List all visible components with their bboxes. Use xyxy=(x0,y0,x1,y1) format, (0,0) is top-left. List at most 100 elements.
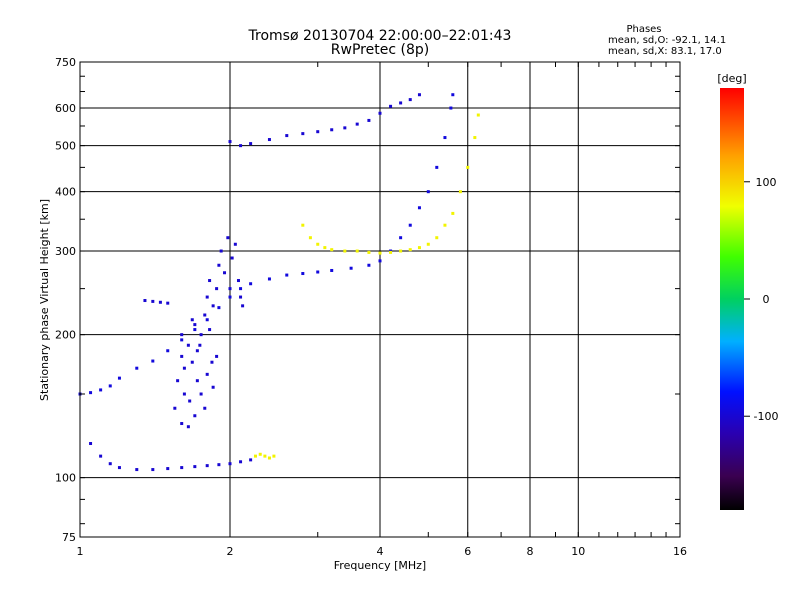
data-point xyxy=(176,379,180,383)
data-point xyxy=(443,223,447,227)
legend-stat-x: mean, sd,X: 83.1, 17.0 xyxy=(608,46,722,57)
legend-heading: Phases xyxy=(626,24,661,35)
y-tick-label: 500 xyxy=(55,140,76,153)
data-point xyxy=(151,359,155,363)
series-o-mode-low-trace xyxy=(89,442,253,472)
data-point xyxy=(173,406,177,410)
data-point xyxy=(301,223,305,227)
data-point xyxy=(223,271,227,275)
data-point xyxy=(389,250,393,254)
data-point xyxy=(239,287,243,291)
data-point xyxy=(301,272,305,276)
data-point xyxy=(108,384,112,388)
data-point xyxy=(166,467,170,471)
data-point xyxy=(249,282,253,286)
series-x-mode-trace xyxy=(301,113,480,255)
data-point xyxy=(449,106,453,110)
data-point xyxy=(89,442,93,446)
data-point xyxy=(211,385,215,389)
data-point xyxy=(195,349,199,353)
data-point xyxy=(408,98,412,102)
data-point xyxy=(180,338,184,342)
data-point xyxy=(258,452,262,456)
y-tick-label: 300 xyxy=(55,245,76,258)
data-point xyxy=(272,454,276,458)
data-point xyxy=(399,236,403,240)
data-point xyxy=(108,462,112,466)
data-point xyxy=(217,306,221,310)
data-point xyxy=(166,349,170,353)
data-point xyxy=(355,249,359,253)
x-tick-label: 16 xyxy=(673,545,687,558)
data-point xyxy=(180,422,184,426)
data-point xyxy=(451,93,455,97)
data-point xyxy=(198,343,202,347)
data-point xyxy=(205,295,209,299)
data-point xyxy=(476,113,480,117)
data-point xyxy=(308,236,312,240)
data-point xyxy=(285,273,289,277)
data-point xyxy=(151,299,155,303)
data-point xyxy=(190,360,194,364)
data-point xyxy=(267,456,271,460)
y-tick-label: 200 xyxy=(55,329,76,342)
x-tick-label: 4 xyxy=(377,545,384,558)
data-point xyxy=(451,211,455,215)
data-point xyxy=(330,128,334,132)
data-point xyxy=(253,454,257,458)
data-point xyxy=(186,343,190,347)
data-point xyxy=(241,304,245,308)
data-point xyxy=(316,270,320,274)
data-point xyxy=(193,323,197,327)
data-point xyxy=(211,304,215,308)
data-point xyxy=(367,118,371,122)
data-point xyxy=(417,206,421,210)
data-point xyxy=(263,454,267,458)
grid xyxy=(80,62,680,537)
data-point xyxy=(228,295,232,299)
data-point xyxy=(343,126,347,130)
chart-title: Tromsø 20130704 22:00:00–22:01:43 xyxy=(248,28,512,44)
data-point xyxy=(249,142,253,146)
data-point xyxy=(316,242,320,246)
series-o-mode-spread-cluster xyxy=(173,236,245,429)
data-point xyxy=(473,136,477,140)
data-point xyxy=(210,360,214,364)
data-point xyxy=(99,388,103,392)
data-point xyxy=(378,251,382,255)
data-point xyxy=(215,354,219,358)
data-point xyxy=(205,464,209,468)
data-point xyxy=(355,122,359,126)
data-point xyxy=(193,465,197,469)
x-tick-label: 8 xyxy=(527,545,534,558)
data-point xyxy=(233,242,237,246)
data-point xyxy=(203,313,207,317)
data-point xyxy=(203,406,207,410)
data-point xyxy=(208,328,212,332)
data-point xyxy=(226,236,230,240)
data-points xyxy=(78,93,480,472)
data-point xyxy=(466,165,470,169)
data-point xyxy=(417,93,421,97)
colorbar xyxy=(720,88,744,510)
data-point xyxy=(182,366,186,370)
data-point xyxy=(249,458,253,462)
data-point xyxy=(330,268,334,272)
data-point xyxy=(190,318,194,322)
data-point xyxy=(217,263,221,267)
data-point xyxy=(330,248,334,252)
chart-subtitle: RwPretec (8p) xyxy=(331,42,429,58)
data-point xyxy=(316,130,320,134)
data-point xyxy=(267,277,271,281)
data-point xyxy=(435,165,439,169)
data-point xyxy=(199,333,203,337)
data-point xyxy=(89,391,93,395)
data-point xyxy=(135,366,139,370)
data-point xyxy=(228,287,232,291)
colorbar-label: [deg] xyxy=(717,72,746,85)
data-point xyxy=(349,266,353,270)
data-point xyxy=(367,263,371,267)
data-point xyxy=(182,392,186,396)
data-point xyxy=(343,249,347,253)
data-point xyxy=(378,259,382,263)
